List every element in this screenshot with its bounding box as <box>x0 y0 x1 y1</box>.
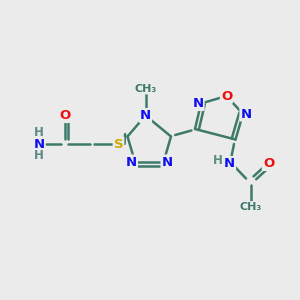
Text: N: N <box>240 107 252 121</box>
Text: CH₃: CH₃ <box>134 83 157 94</box>
Text: N: N <box>140 109 151 122</box>
Text: H: H <box>34 126 44 139</box>
Text: N: N <box>192 97 204 110</box>
Text: O: O <box>221 89 232 103</box>
Text: S: S <box>114 137 123 151</box>
Text: N: N <box>224 157 235 170</box>
Text: N: N <box>161 155 173 169</box>
Text: N: N <box>126 155 137 169</box>
Text: O: O <box>263 157 274 170</box>
Text: H: H <box>34 149 44 162</box>
Text: O: O <box>59 109 70 122</box>
Text: CH₃: CH₃ <box>239 202 262 212</box>
Text: H: H <box>213 154 222 167</box>
Text: N: N <box>33 137 45 151</box>
